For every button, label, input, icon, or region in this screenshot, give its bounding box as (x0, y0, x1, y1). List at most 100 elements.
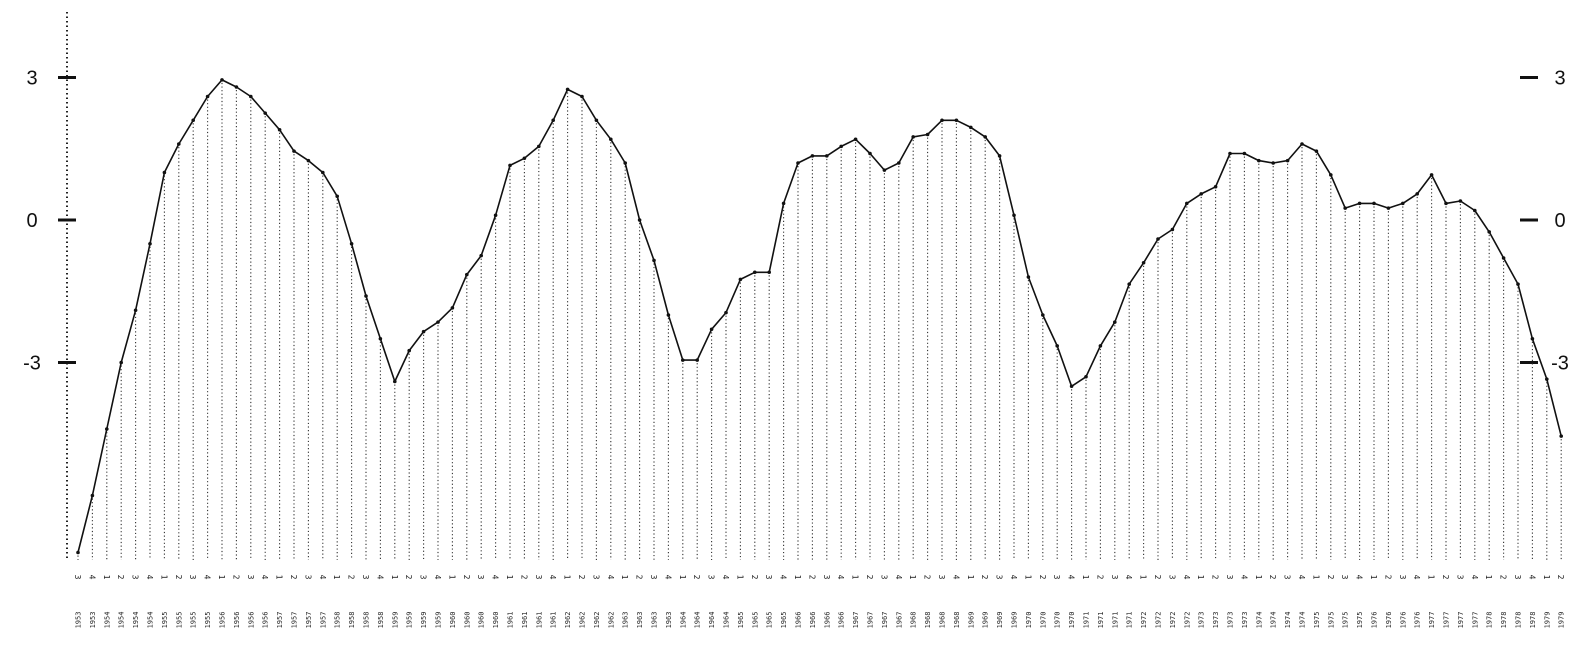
quarter-label: 4 (663, 575, 672, 580)
year-label: 1970 (1025, 612, 1033, 629)
data-point (609, 137, 613, 142)
quarter-label: 3 (361, 575, 370, 580)
data-point (997, 154, 1002, 158)
data-point (1559, 434, 1563, 438)
year-label: 1954 (132, 612, 140, 629)
year-label: 1955 (161, 612, 169, 629)
data-point (1041, 313, 1045, 317)
quarter-label: 3 (73, 575, 82, 580)
data-point (1113, 320, 1117, 324)
data-point (565, 87, 570, 92)
quarter-label: 3 (1340, 575, 1349, 580)
quarter-label: 1 (1484, 575, 1493, 580)
right-tick-label: 0 (1554, 210, 1565, 232)
quarter-label: 4 (1182, 575, 1191, 580)
data-point (1329, 173, 1333, 177)
data-point (969, 125, 973, 130)
year-label: 1962 (564, 612, 572, 629)
data-point (522, 156, 527, 161)
year-label: 1978 (1486, 612, 1494, 629)
quarter-label: 1 (332, 575, 341, 580)
quarter-label: 2 (116, 575, 125, 580)
year-label: 1967 (852, 612, 860, 629)
year-label: 1963 (622, 612, 630, 629)
year-label: 1973 (1212, 612, 1220, 629)
quarter-label: 3 (764, 575, 773, 580)
year-label: 1960 (492, 612, 500, 629)
year-label: 1974 (1284, 612, 1292, 629)
quarter-label: 1 (102, 575, 111, 580)
data-point (637, 218, 642, 222)
quarter-label: 3 (1398, 575, 1407, 580)
quarter-label: 1 (908, 575, 917, 580)
data-point (234, 85, 239, 89)
year-label: 1968 (910, 612, 918, 629)
quarter-label: 4 (433, 575, 442, 580)
quarter-label: 1 (447, 575, 456, 580)
quarter-label: 4 (1412, 575, 1421, 580)
year-label: 1977 (1471, 612, 1479, 629)
year-label: 1964 (708, 612, 716, 629)
year-label: 1966 (809, 612, 817, 629)
data-point (1343, 206, 1347, 210)
year-label: 1972 (1183, 612, 1191, 629)
year-label: 1953 (89, 612, 97, 629)
data-point (551, 118, 555, 123)
data-point (436, 320, 440, 324)
data-point (681, 358, 685, 362)
quarter-label: 4 (1124, 575, 1133, 580)
year-label: 1956 (262, 612, 270, 629)
year-label: 1964 (694, 612, 702, 629)
quarter-label: 3 (1052, 575, 1061, 580)
left-tick-label: 3 (26, 68, 37, 90)
data-point (1185, 201, 1189, 206)
data-point (1530, 336, 1535, 341)
quarter-label: 4 (1067, 575, 1076, 580)
year-label: 1957 (319, 612, 327, 629)
year-label: 1964 (723, 612, 731, 629)
data-point (493, 213, 498, 218)
quarter-label: 4 (145, 575, 154, 580)
quarter-label: 2 (980, 575, 989, 580)
quarter-label: 2 (1556, 575, 1565, 580)
data-point (853, 137, 858, 142)
data-point (1199, 192, 1203, 196)
quarter-label: 1 (966, 575, 975, 580)
quarter-label: 1 (1139, 575, 1148, 580)
series-line (77, 79, 1562, 553)
data-point (292, 149, 296, 153)
year-label: 1977 (1457, 612, 1465, 629)
quarter-label: 3 (995, 575, 1004, 580)
quarter-label: 3 (476, 575, 485, 580)
year-label: 1956 (247, 612, 255, 629)
data-point (1415, 192, 1419, 196)
data-point (76, 550, 80, 555)
year-label: 1972 (1155, 612, 1163, 629)
quarter-label: 2 (865, 575, 874, 580)
data-point (810, 154, 815, 158)
data-point (1026, 275, 1031, 279)
data-point (594, 118, 599, 123)
data-point (364, 294, 368, 298)
quarter-label: 1 (1081, 575, 1090, 580)
quarter-label: 3 (1225, 575, 1234, 580)
data-point (105, 427, 109, 431)
data-point (1271, 161, 1275, 165)
data-point (133, 308, 138, 313)
data-point (1170, 227, 1175, 232)
data-point (652, 258, 656, 263)
quarter-label: 1 (1254, 575, 1263, 580)
year-label: 1968 (953, 612, 961, 629)
quarter-label: 2 (750, 575, 759, 580)
data-point (1429, 173, 1434, 177)
data-point (1055, 344, 1059, 348)
quarter-label: 4 (375, 575, 384, 580)
data-point (1098, 344, 1103, 348)
quarter-label: 4 (491, 575, 500, 580)
data-point (623, 161, 627, 165)
data-point (1501, 256, 1506, 260)
data-point (1084, 374, 1088, 379)
quarter-label: 1 (1196, 575, 1205, 580)
quarter-label: 3 (534, 575, 543, 580)
